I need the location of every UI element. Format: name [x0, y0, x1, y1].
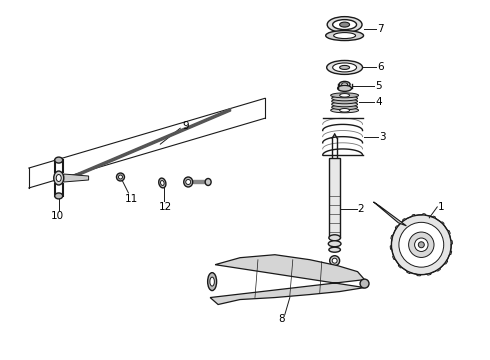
Ellipse shape [117, 173, 124, 181]
Ellipse shape [326, 31, 364, 41]
Ellipse shape [327, 17, 362, 32]
Ellipse shape [338, 85, 352, 91]
Ellipse shape [205, 179, 211, 185]
Ellipse shape [334, 32, 356, 39]
Ellipse shape [333, 20, 357, 30]
Text: 6: 6 [377, 62, 384, 72]
Ellipse shape [340, 108, 349, 112]
Ellipse shape [55, 193, 63, 199]
Polygon shape [64, 174, 89, 182]
Ellipse shape [56, 175, 61, 181]
Ellipse shape [54, 171, 64, 185]
Ellipse shape [184, 177, 193, 187]
Ellipse shape [208, 273, 217, 291]
Ellipse shape [332, 105, 358, 110]
Text: 8: 8 [278, 314, 285, 324]
Ellipse shape [333, 63, 357, 72]
Ellipse shape [418, 242, 424, 248]
Text: 9: 9 [182, 121, 189, 131]
Text: 7: 7 [377, 24, 384, 33]
Ellipse shape [342, 83, 347, 86]
Ellipse shape [360, 279, 369, 288]
Ellipse shape [415, 238, 428, 252]
Text: 3: 3 [379, 132, 386, 142]
FancyBboxPatch shape [329, 158, 341, 238]
Text: 10: 10 [51, 211, 64, 221]
Ellipse shape [55, 157, 63, 163]
Ellipse shape [340, 66, 349, 69]
Polygon shape [373, 202, 406, 226]
Ellipse shape [331, 93, 359, 98]
Ellipse shape [159, 178, 166, 188]
Ellipse shape [332, 96, 358, 101]
Ellipse shape [332, 99, 358, 104]
Text: 4: 4 [375, 97, 382, 107]
Ellipse shape [340, 22, 349, 27]
Ellipse shape [119, 175, 122, 179]
Ellipse shape [331, 108, 359, 113]
Polygon shape [210, 255, 365, 305]
Ellipse shape [409, 232, 434, 257]
Ellipse shape [186, 180, 191, 184]
Text: 12: 12 [158, 202, 172, 212]
Ellipse shape [330, 256, 340, 266]
Ellipse shape [332, 102, 358, 107]
Text: 11: 11 [124, 194, 138, 204]
Ellipse shape [392, 215, 451, 275]
Ellipse shape [340, 94, 349, 97]
Ellipse shape [399, 222, 444, 267]
Ellipse shape [339, 81, 350, 87]
Ellipse shape [327, 60, 363, 75]
Ellipse shape [332, 258, 337, 263]
Text: 5: 5 [375, 81, 382, 91]
Ellipse shape [210, 277, 214, 286]
Ellipse shape [328, 241, 341, 247]
Text: 1: 1 [438, 202, 445, 212]
Ellipse shape [329, 235, 341, 241]
Text: 2: 2 [358, 204, 364, 214]
Ellipse shape [161, 181, 164, 185]
Ellipse shape [329, 247, 341, 252]
